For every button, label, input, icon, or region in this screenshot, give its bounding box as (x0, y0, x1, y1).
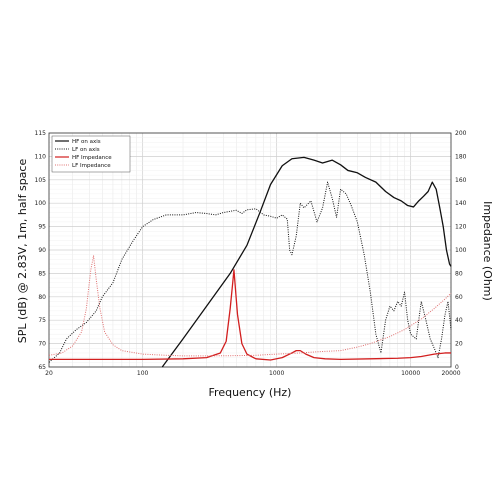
y-tick-label: 70 (38, 341, 46, 348)
y-tick-label: 100 (35, 200, 47, 207)
legend: HF on axis LF on axis HF Impedance LF Im… (51, 135, 131, 173)
legend-label-hf-on-axis: HF on axis (72, 139, 101, 145)
y-tick-label: 105 (35, 177, 47, 184)
series-line-hf-impedance (49, 269, 451, 361)
y2-tick-label: 0 (455, 364, 459, 371)
y-tick-label: 90 (38, 247, 46, 254)
y-tick-label: 65 (38, 364, 46, 371)
series-line-hf-on-axis (161, 156, 452, 368)
y2-axis-title: Impedance (Ohm) (481, 201, 494, 301)
y-axis-title: SPL (dB) @ 2.83V, 1m, half space (16, 159, 29, 344)
y2-tick-label: 200 (455, 130, 467, 137)
legend-box (51, 135, 131, 173)
legend-label-lf-impedance: LF Impedance (72, 163, 111, 169)
series-line-lf-impedance (48, 255, 452, 357)
y-tick-label: 80 (38, 294, 46, 301)
x-axis-title: Frequency (Hz) (209, 386, 292, 399)
y2-tick-label: 100 (455, 247, 467, 254)
legend-label-hf-impedance: HF Impedance (72, 155, 112, 161)
y2-tick-label: 160 (455, 177, 467, 184)
y-tick-label: 85 (38, 270, 46, 277)
y-tick-labels: 65 70 75 80 85 90 95 100 105 110 115 (35, 130, 47, 371)
legend-label-lf-on-axis: LF on axis (72, 147, 100, 153)
y2-tick-label: 20 (455, 341, 463, 348)
y2-tick-label: 120 (455, 224, 467, 231)
x-tick-label: 10000 (401, 370, 420, 377)
y2-tick-label: 40 (455, 317, 463, 324)
y-tick-label: 75 (38, 317, 46, 324)
series-line-lf-on-axis (48, 181, 452, 363)
x-tick-labels: 20 100 1000 10000 20000 (45, 370, 461, 377)
y2-tick-labels: 0 20 40 60 80 100 120 140 160 180 200 (455, 130, 467, 371)
y2-tick-label: 60 (455, 294, 463, 301)
plot-area-frame (48, 132, 452, 368)
y-tick-label: 110 (35, 153, 47, 160)
y2-tick-label: 140 (455, 200, 467, 207)
series-layer (48, 156, 452, 368)
y2-tick-label: 80 (455, 270, 463, 277)
x-tick-label: 1000 (269, 370, 284, 377)
y-tick-label: 115 (35, 130, 47, 137)
x-tick-label: 100 (137, 370, 149, 377)
y2-tick-label: 180 (455, 153, 467, 160)
x-tick-label: 20000 (441, 370, 460, 377)
y-tick-label: 95 (38, 224, 46, 231)
x-tick-label: 20 (45, 370, 53, 377)
